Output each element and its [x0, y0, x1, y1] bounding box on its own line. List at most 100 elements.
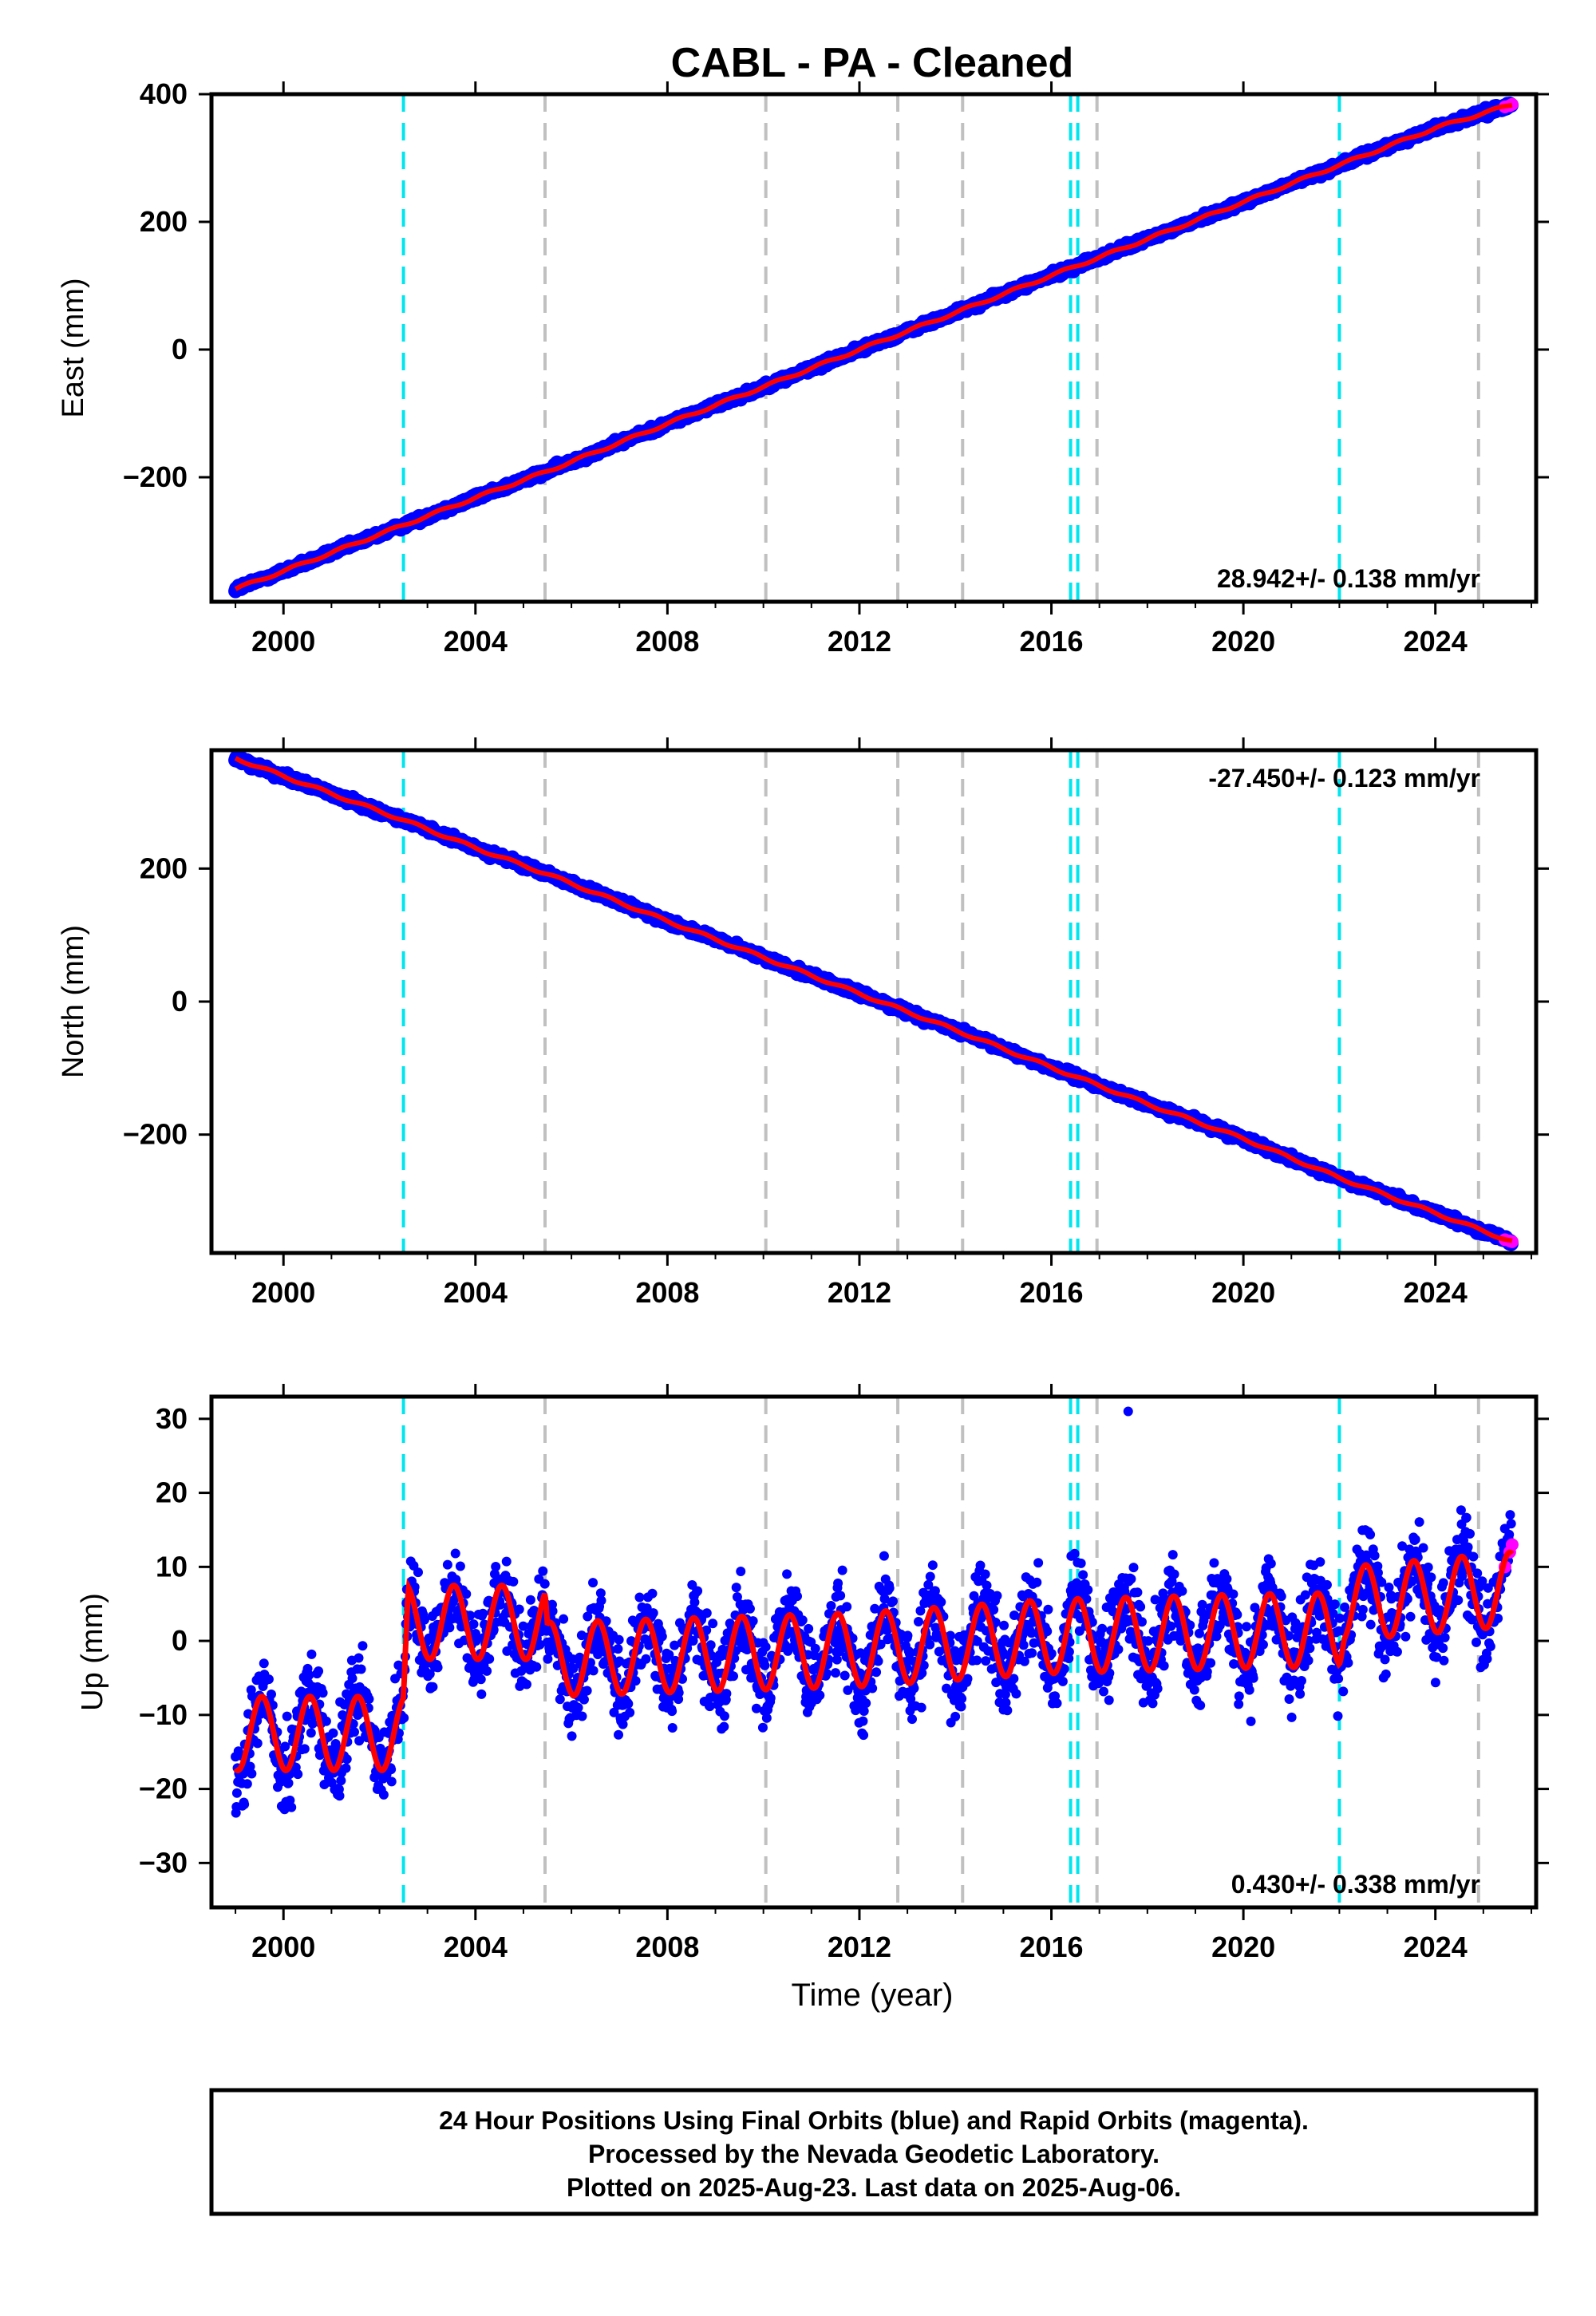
east-x-tick-label: 2020 — [1211, 625, 1275, 658]
up-position-dot — [306, 1728, 316, 1738]
east-plot-frame — [209, 92, 1539, 604]
north-x-tick-label: 2016 — [1019, 1276, 1083, 1309]
up-position-dot — [913, 1616, 923, 1626]
up-position-dot — [356, 1664, 366, 1674]
up-position-dot — [476, 1689, 487, 1699]
up-position-dot — [283, 1778, 294, 1788]
up-position-dot — [925, 1571, 935, 1582]
north-y-tick-label: 0 — [172, 985, 188, 1018]
up-position-dot — [468, 1619, 479, 1630]
up-position-dot — [999, 1620, 1009, 1630]
up-position-dot — [736, 1567, 746, 1577]
north-y-tick-label: 200 — [140, 852, 188, 884]
up-position-dot — [259, 1658, 269, 1669]
east-x-tick-label: 2000 — [251, 625, 315, 658]
up-position-dot — [873, 1656, 883, 1666]
up-position-dot — [745, 1603, 755, 1614]
up-position-dot — [577, 1711, 587, 1721]
up-position-dot — [657, 1631, 667, 1642]
up-position-dot — [858, 1716, 868, 1726]
up-position-dot — [455, 1561, 465, 1571]
up-position-dot — [614, 1729, 624, 1740]
up-position-dot — [282, 1711, 292, 1721]
up-position-dot — [334, 1791, 345, 1801]
up-position-dot — [950, 1711, 961, 1721]
up-position-dot — [861, 1698, 871, 1709]
up-position-dot — [731, 1583, 741, 1593]
up-position-dot — [231, 1788, 242, 1798]
up-position-dot — [925, 1639, 935, 1650]
up-position-dot — [871, 1667, 882, 1678]
up-position-dot — [884, 1583, 895, 1594]
north-x-tick-label: 2000 — [251, 1276, 315, 1309]
up-position-dot — [306, 1649, 317, 1659]
up-position-dot — [859, 1730, 869, 1741]
up-position-dot — [708, 1618, 718, 1629]
up-position-dot — [613, 1644, 623, 1654]
up-position-dot — [539, 1579, 550, 1589]
up-position-dot — [689, 1597, 700, 1607]
north-x-tick-label: 2024 — [1404, 1276, 1468, 1309]
up-position-dot — [879, 1551, 889, 1561]
up-position-dot — [328, 1728, 338, 1738]
up-position-dot — [476, 1674, 486, 1685]
up-position-dot — [832, 1654, 842, 1665]
up-position-dot — [582, 1686, 592, 1696]
east-velocity-label: 28.942+/- 0.138 mm/yr — [1217, 564, 1480, 593]
up-position-dot — [982, 1580, 992, 1591]
up-position-dot — [413, 1567, 423, 1578]
east-y-tick-label: 0 — [172, 333, 188, 366]
up-position-dot — [428, 1682, 438, 1692]
up-position-dot — [478, 1608, 488, 1618]
up-position-dot — [514, 1604, 524, 1614]
up-position-dot — [634, 1592, 645, 1603]
figure-title: CABL - PA - Cleaned — [671, 40, 1074, 86]
up-position-dot — [792, 1591, 803, 1602]
up-position-dot — [321, 1716, 331, 1726]
up-position-dot — [625, 1707, 635, 1717]
north-y-axis-label: North (mm) — [57, 925, 90, 1078]
up-position-dot — [972, 1655, 982, 1666]
east-x-tick-label: 2012 — [828, 625, 891, 658]
east-y-tick-label: −200 — [123, 460, 188, 493]
up-position-dot — [693, 1586, 703, 1596]
up-position-dot — [588, 1666, 598, 1676]
north-x-tick-label: 2004 — [444, 1276, 508, 1309]
up-position-dot — [936, 1597, 946, 1607]
east-y-tick-label: 200 — [140, 205, 188, 238]
up-position-dot — [859, 1706, 869, 1717]
up-position-dot — [508, 1576, 519, 1587]
east-x-tick-label: 2008 — [635, 625, 699, 658]
up-position-dot — [531, 1662, 542, 1672]
up-position-dot — [867, 1683, 878, 1694]
up-position-dot — [810, 1643, 820, 1654]
up-position-dot — [757, 1722, 768, 1733]
north-x-tick-label: 2020 — [1211, 1276, 1275, 1309]
up-position-dot — [386, 1777, 397, 1787]
up-position-dot — [525, 1595, 535, 1605]
east-x-tick-label: 2024 — [1404, 625, 1468, 658]
up-position-dot — [957, 1694, 967, 1704]
up-position-dot — [442, 1559, 452, 1570]
up-position-dot — [1011, 1689, 1021, 1699]
up-position-dot — [567, 1731, 577, 1741]
east-model-line — [234, 102, 1513, 591]
up-position-dot — [1018, 1640, 1029, 1650]
up-position-dot — [760, 1660, 770, 1670]
up-position-dot — [630, 1676, 641, 1686]
up-position-dot — [1002, 1705, 1013, 1716]
up-position-dot — [349, 1727, 359, 1737]
north-model-line — [234, 756, 1513, 1243]
up-position-dot — [501, 1556, 512, 1567]
up-position-dot — [573, 1702, 583, 1713]
up-position-dot — [341, 1763, 351, 1773]
up-position-dot — [760, 1642, 771, 1652]
east-x-tick-label: 2004 — [444, 625, 508, 658]
up-position-dot — [450, 1548, 460, 1559]
up-position-dot — [444, 1622, 455, 1633]
up-position-dot — [579, 1694, 589, 1705]
up-position-dot — [797, 1615, 808, 1626]
up-position-dot — [318, 1688, 328, 1698]
